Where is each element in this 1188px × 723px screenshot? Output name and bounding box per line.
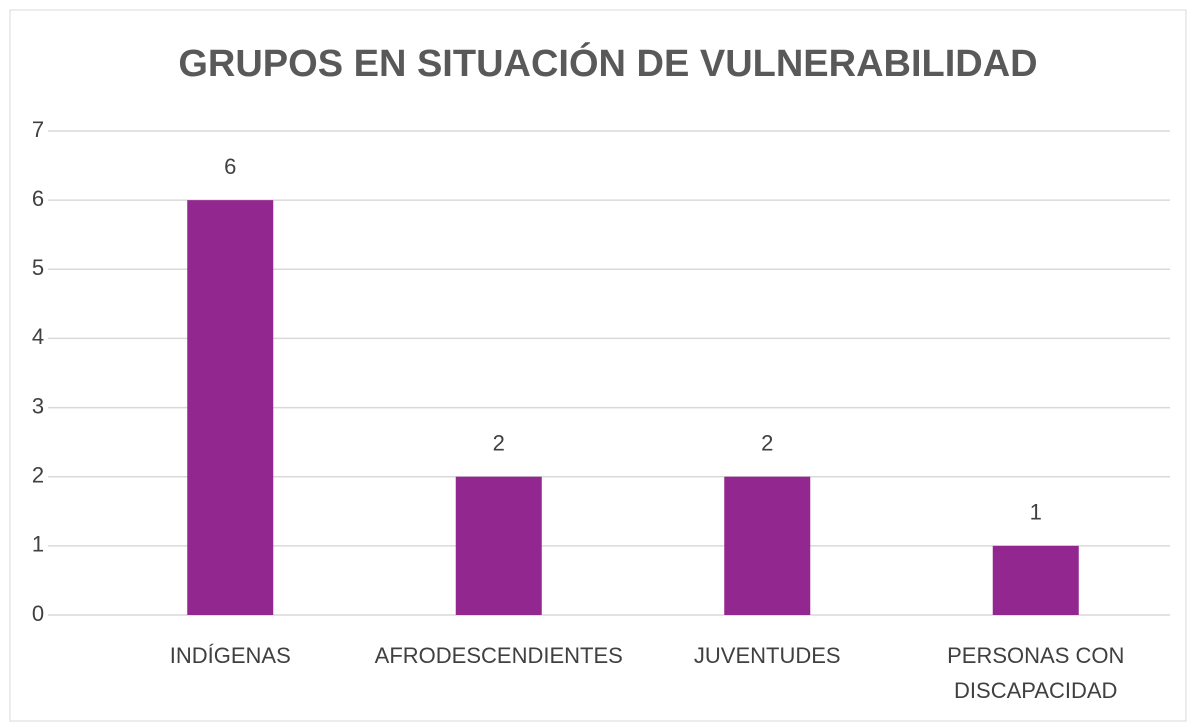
y-tick-label: 7 (32, 117, 44, 142)
bar (724, 476, 811, 615)
y-tick-label: 1 (32, 532, 44, 557)
chart-border (9, 9, 1187, 722)
data-label: 2 (761, 431, 773, 456)
y-tick-label: 5 (32, 255, 44, 280)
bar (455, 476, 542, 615)
x-tick-label: INDÍGENAS (169, 643, 291, 668)
data-label: 2 (493, 431, 505, 456)
y-tick-label: 0 (32, 601, 44, 626)
y-tick-label: 6 (32, 186, 44, 211)
y-tick-label: 2 (32, 463, 44, 488)
y-tick-label: 3 (32, 393, 44, 418)
x-tick-label: JUVENTUDES (693, 643, 841, 668)
chart-title: GRUPOS EN SITUACIÓN DE VULNERABILIDAD (178, 41, 1037, 85)
data-label: 1 (1030, 500, 1042, 525)
bar (992, 545, 1079, 615)
x-tick-label: PERSONAS CON DISCAPACIDAD (947, 643, 1125, 703)
y-tick-label: 4 (32, 324, 44, 349)
x-tick-label: AFRODESCENDIENTES (374, 643, 623, 668)
bar (187, 200, 274, 615)
data-label: 6 (224, 154, 236, 179)
